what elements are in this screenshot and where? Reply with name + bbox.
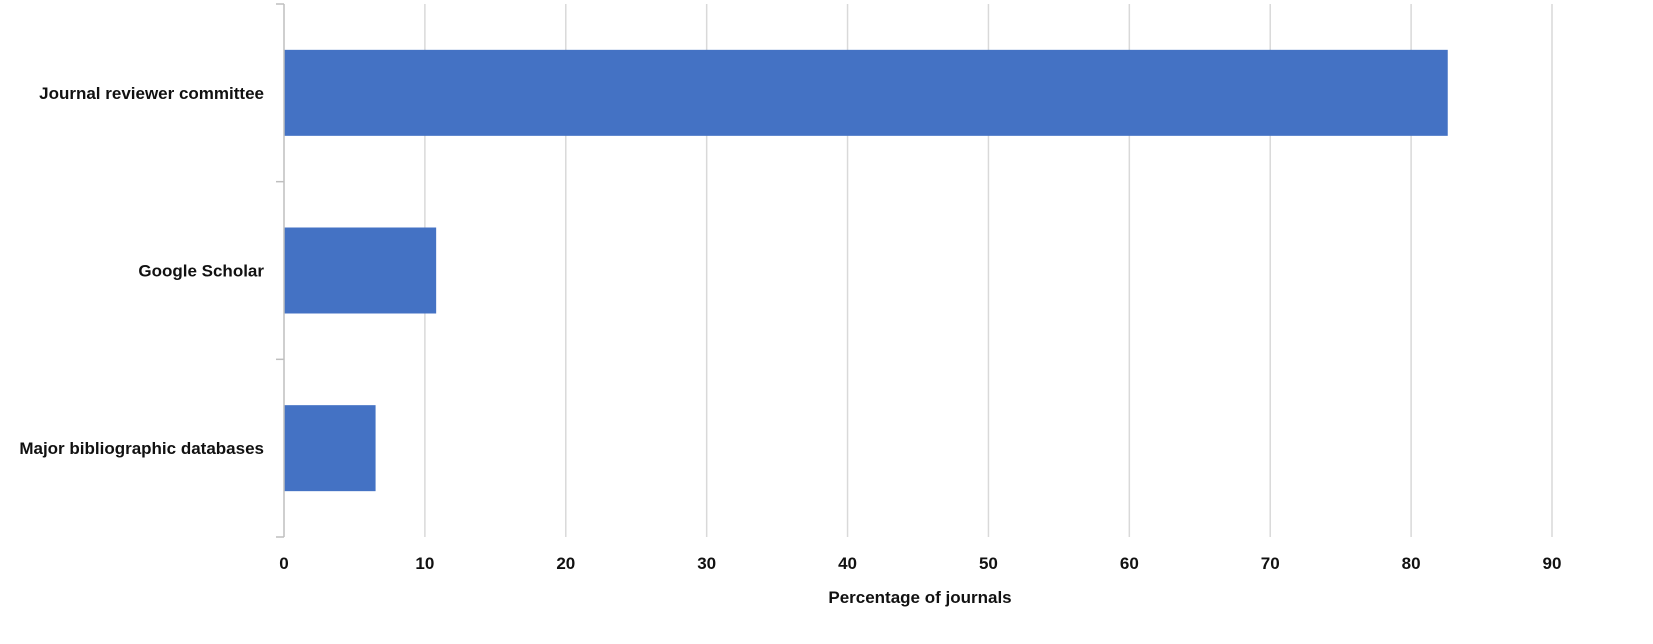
x-axis-title: Percentage of journals [828,588,1011,607]
x-tick-label-60: 60 [1120,554,1139,573]
category-label-journal-reviewer-committee: Journal reviewer committee [39,84,264,103]
x-tick-label-0: 0 [279,554,288,573]
x-tick-label-80: 80 [1402,554,1421,573]
x-tick-label-30: 30 [697,554,716,573]
x-tick-labels: 0 10 20 30 40 50 60 70 80 90 [279,554,1561,573]
bar-major-bibliographic-databases [284,405,376,492]
category-labels: Journal reviewer committee Google Scholar… [19,84,264,458]
x-tick-label-90: 90 [1543,554,1562,573]
bars [284,49,1448,492]
category-label-google-scholar: Google Scholar [138,262,264,281]
x-tick-label-70: 70 [1261,554,1280,573]
category-label-major-bibliographic-databases: Major bibliographic databases [19,439,264,458]
x-tick-label-50: 50 [979,554,998,573]
x-tick-label-40: 40 [838,554,857,573]
bar-journal-reviewer-committee [284,49,1448,136]
y-axis [276,3,285,538]
bar-google-scholar [284,227,437,314]
x-tick-label-10: 10 [415,554,434,573]
x-tick-label-20: 20 [556,554,575,573]
